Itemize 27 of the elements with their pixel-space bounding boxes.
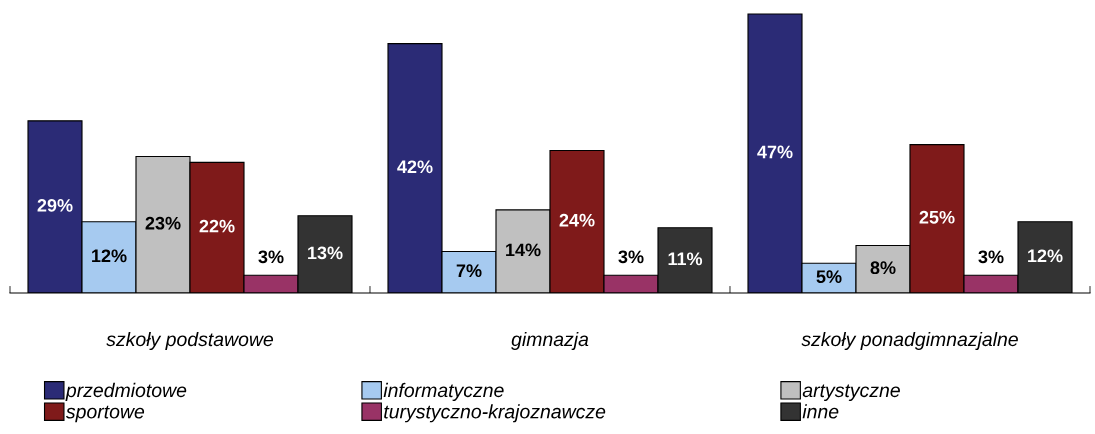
- data-label: 47%: [757, 145, 793, 159]
- data-label: 12%: [92, 249, 127, 263]
- data-label: 3%: [618, 250, 644, 264]
- data-label: 22%: [199, 219, 235, 233]
- data-label: 3%: [258, 250, 284, 264]
- data-label: 7%: [456, 264, 482, 278]
- data-label: 3%: [978, 250, 1004, 264]
- data-label: 25%: [919, 210, 955, 224]
- x-tick-label: szkoły podstawowe: [106, 331, 274, 351]
- data-label: 24%: [559, 213, 595, 227]
- data-label: 13%: [308, 246, 343, 260]
- data-label: 42%: [397, 160, 433, 174]
- data-label: 29%: [37, 198, 73, 212]
- legend-label: sportowe: [65, 405, 145, 423]
- x-tick-label: szkoły ponadgimnazjalne: [801, 331, 1018, 351]
- legend-label: inne: [802, 404, 839, 419]
- data-label: 8%: [870, 261, 896, 275]
- legend-label: informatyczne: [383, 382, 504, 401]
- data-label: 12%: [1028, 249, 1063, 263]
- legend-label: artystyczne: [802, 384, 900, 401]
- legend-label: turystyczno-krajoznawcze: [384, 404, 606, 423]
- legend-label: przedmiotowe: [65, 382, 187, 401]
- data-label: 5%: [816, 270, 842, 283]
- x-tick-label: gimnazja: [511, 331, 589, 351]
- data-label: 23%: [145, 216, 181, 230]
- data-label: 14%: [506, 243, 541, 257]
- data-label: 11%: [668, 252, 703, 266]
